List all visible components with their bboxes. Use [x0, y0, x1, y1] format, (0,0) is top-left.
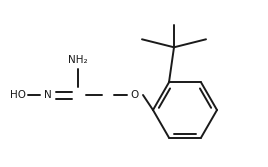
Text: NH₂: NH₂ [68, 55, 88, 65]
Text: N: N [44, 90, 52, 100]
Text: O: O [131, 90, 139, 100]
Text: HO: HO [10, 90, 26, 100]
